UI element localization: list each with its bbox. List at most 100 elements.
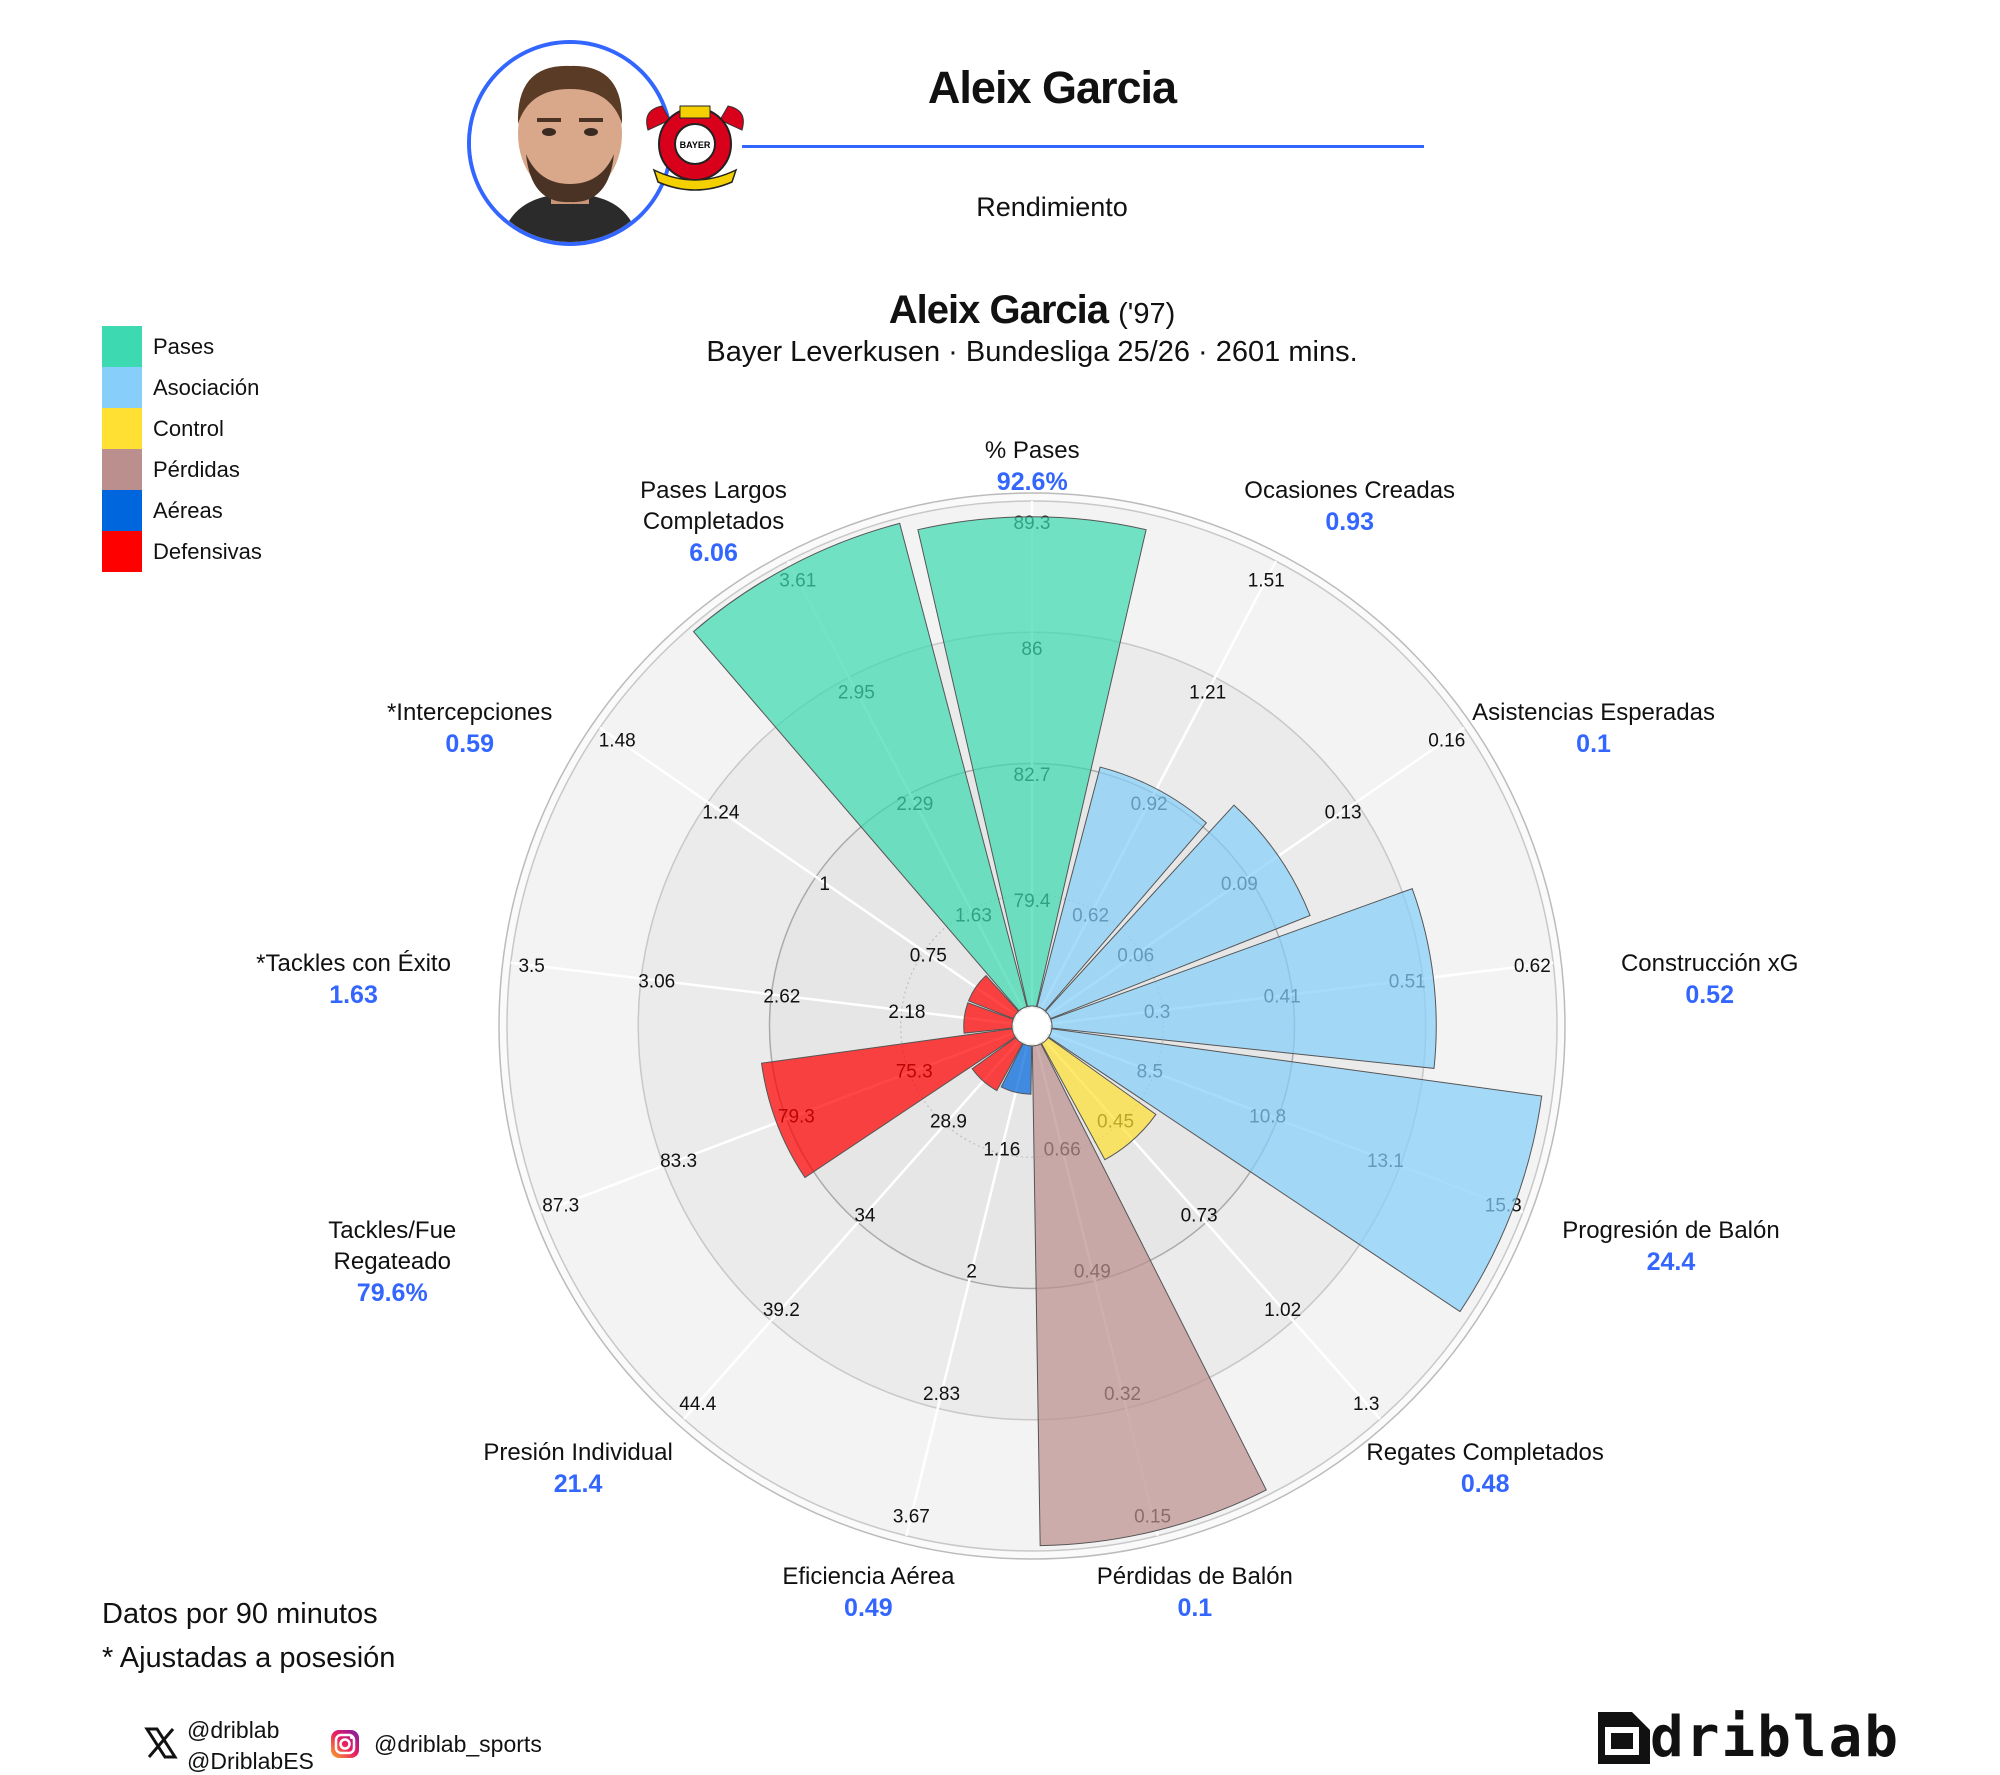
param-label: Pases Largos Completados 6.06 — [640, 475, 787, 569]
legend-swatch — [102, 490, 142, 531]
param-value: 6.06 — [689, 538, 738, 567]
tick-label: 39.2 — [763, 1300, 800, 1321]
bar-pérdidas-de-balón — [1031, 1043, 1267, 1547]
bar-construcción-xg — [1050, 887, 1437, 1069]
legend-label: Asociación — [153, 374, 260, 400]
tick-label: 1.3 — [1353, 1394, 1379, 1415]
legend-item: Asociación — [102, 367, 259, 408]
bar-asistencias-esperadas — [1044, 804, 1311, 1020]
bar-presión-individual — [971, 1036, 1024, 1092]
legend-swatch — [102, 367, 142, 408]
param-name: Ocasiones Creadas — [1244, 476, 1456, 504]
param-value: 0.48 — [1460, 1470, 1510, 1499]
param-value: 0.1 — [1576, 729, 1611, 758]
param-name: % Pases — [984, 436, 1080, 464]
tick-label: 0.75 — [910, 945, 947, 966]
note-possession: * Ajustadas a posesión — [102, 1642, 396, 1674]
tick-label: 0.62 — [1514, 956, 1551, 977]
tick-label: 1 — [819, 874, 830, 895]
param-label: Ocasiones Creadas 0.93 — [1244, 475, 1455, 538]
tick-label: 3.06 — [638, 971, 675, 992]
player-name: Aleix Garcia — [888, 288, 1109, 332]
legend-swatch — [102, 326, 142, 367]
driblab-logo: driblab — [1598, 1710, 1900, 1766]
instagram-handle[interactable]: @driblab_sports — [374, 1731, 542, 1757]
param-label: Pérdidas de Balón 0.1 — [1097, 1561, 1293, 1624]
bar-ocasiones-creadas — [1036, 766, 1208, 1012]
bar-eficiencia-aérea — [1000, 1043, 1033, 1095]
bar-pases — [917, 516, 1147, 1008]
legend-swatch — [102, 531, 142, 572]
tick-label: 34 — [854, 1206, 876, 1227]
tick-label: 28.9 — [930, 1111, 967, 1132]
tick-label: 83.3 — [660, 1151, 697, 1172]
param-label: % Pases 92.6% — [985, 435, 1080, 498]
tick-label: 87.3 — [542, 1196, 579, 1217]
param-value: 21.4 — [553, 1470, 603, 1499]
legend-swatch — [102, 408, 142, 449]
legend-label: Defensivas — [153, 538, 262, 564]
param-label: Presión Individual 21.4 — [483, 1437, 672, 1500]
tick-label: 2.18 — [888, 1002, 925, 1023]
tick-label: 1.24 — [702, 802, 739, 823]
tick-label: 3.67 — [893, 1506, 930, 1527]
tick-label: 2 — [966, 1262, 977, 1283]
param-value: 0.1 — [1177, 1594, 1213, 1623]
param-label: Asistencias Esperadas 0.1 — [1472, 697, 1715, 760]
param-name: Completados — [642, 507, 785, 535]
tick-label: 1.02 — [1264, 1300, 1301, 1321]
bar-pases-largos-completados — [692, 522, 1028, 1012]
instagram-icon[interactable] — [330, 1729, 360, 1764]
param-label: Tackles/Fue Regateado 79.6% — [328, 1215, 456, 1309]
param-value: 0.49 — [844, 1594, 893, 1623]
param-label: *Tackles con Éxito 1.63 — [256, 948, 451, 1011]
param-name: *Tackles con Éxito — [256, 950, 451, 978]
tick-label: 3.5 — [518, 956, 544, 977]
page-subtitle: Rendimiento — [976, 192, 1128, 222]
tick-label: 2.83 — [923, 1384, 960, 1405]
note-per90: Datos por 90 minutos — [102, 1598, 378, 1630]
param-label: Regates Completados 0.48 — [1366, 1437, 1603, 1500]
param-value: 0.59 — [445, 729, 494, 758]
tick-label: 1.48 — [599, 731, 636, 752]
param-value: 1.63 — [329, 981, 378, 1010]
club-badge: BAYER — [640, 100, 750, 192]
driblab-mark-icon — [1598, 1712, 1650, 1764]
param-value: 79.6% — [356, 1279, 428, 1308]
param-label: Construcción xG 0.52 — [1621, 948, 1798, 1011]
x-logo-icon[interactable] — [144, 1726, 178, 1765]
param-label: *Intercepciones 0.59 — [387, 697, 552, 760]
spoke-line — [510, 961, 1033, 1028]
param-name: Pases Largos — [640, 476, 787, 504]
legend-item: Pérdidas — [102, 449, 240, 490]
bar-tackles-fue-regateado — [760, 1028, 1017, 1179]
legend-item: Aéreas — [102, 490, 223, 531]
param-name: Progresión de Balón — [1562, 1217, 1780, 1245]
player-face-icon — [471, 44, 669, 242]
x-handle-driblabes[interactable]: @DriblabES — [187, 1748, 314, 1774]
title-divider — [742, 145, 1424, 148]
spoke-line — [682, 1025, 1033, 1420]
tick-label: 0.13 — [1325, 802, 1362, 823]
legend-swatch — [102, 449, 142, 490]
player-heading: Aleix Garcia ('97) — [889, 288, 1175, 333]
player-photo — [467, 40, 673, 246]
param-name: *Intercepciones — [386, 698, 553, 726]
param-value: 92.6% — [996, 467, 1068, 496]
tick-label: 44.4 — [679, 1394, 716, 1415]
param-name: Asistencias Esperadas — [1472, 698, 1715, 726]
param-value: 0.93 — [1325, 507, 1374, 536]
x-handle-driblab[interactable]: @driblab — [187, 1717, 280, 1743]
param-name: Construcción xG — [1620, 950, 1799, 978]
spoke-line — [905, 1025, 1034, 1537]
tick-label: 1.51 — [1248, 571, 1285, 592]
legend-label: Pérdidas — [153, 456, 240, 482]
tick-label: 1.21 — [1189, 682, 1226, 703]
legend-item: Defensivas — [102, 531, 262, 572]
center-hole — [1014, 1008, 1050, 1044]
page-title: Aleix Garcia — [927, 62, 1177, 113]
player-info: Bayer Leverkusen · Bundesliga 25/26 · 26… — [706, 336, 1358, 368]
param-value: 0.52 — [1685, 981, 1734, 1010]
legend-item: Pases — [102, 326, 214, 367]
bar-intercepciones — [967, 974, 1020, 1020]
